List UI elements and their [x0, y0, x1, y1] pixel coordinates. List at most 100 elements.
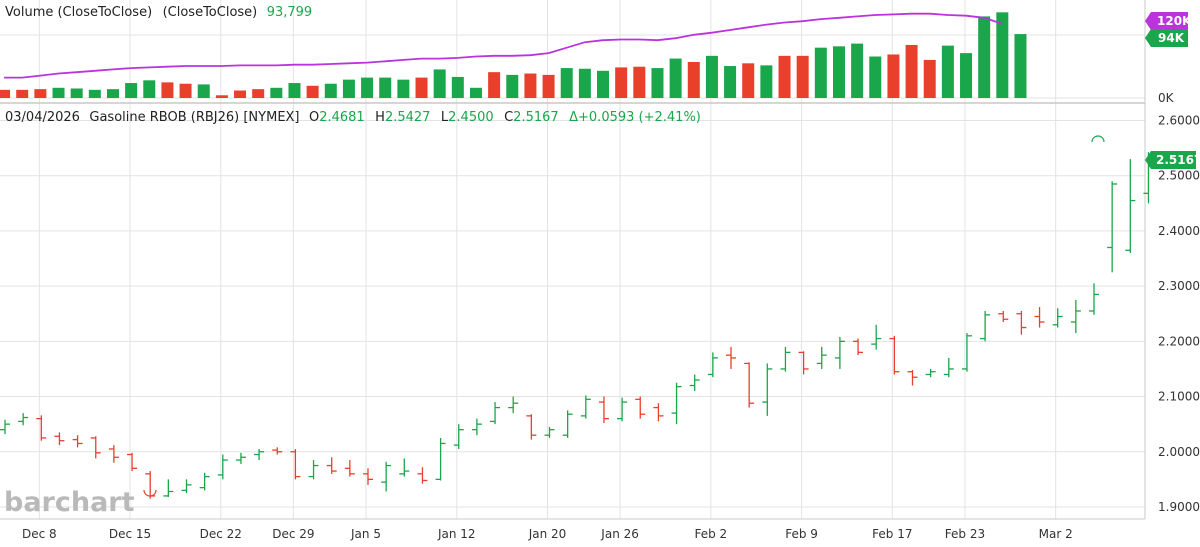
volume-bars — [0, 12, 1027, 98]
ohlc-bar — [943, 357, 954, 378]
ohlc-bar — [1034, 307, 1045, 328]
ohlc-bar — [671, 382, 682, 425]
volume-bar — [433, 69, 446, 98]
close-value: 2.5167 — [513, 110, 559, 125]
date-tick-label: Jan 26 — [600, 527, 639, 541]
volume-bar — [397, 79, 410, 98]
volume-bar — [578, 68, 591, 98]
volume-value: 93,799 — [267, 5, 313, 20]
price-tick-label: 2.0000 — [1158, 445, 1200, 459]
ohlc-bars — [0, 152, 1154, 499]
volume-bar — [796, 55, 809, 98]
date-tick-label: Feb 17 — [872, 527, 912, 541]
low-value: 2.4500 — [448, 110, 494, 125]
ohlc-bar — [72, 435, 83, 448]
volume-ma-label: (CloseToClose) — [163, 5, 258, 20]
ma-badge: 120K — [1145, 12, 1192, 30]
ohlc-bar — [834, 336, 845, 369]
ohlc-bar — [635, 396, 646, 419]
ohlc-bar — [780, 346, 791, 372]
date-tick-label: Mar 2 — [1039, 527, 1073, 541]
ohlc-bar — [816, 346, 827, 369]
ohlc-bar — [453, 424, 464, 449]
date-tick-label: Feb 9 — [785, 527, 818, 541]
volume-bar — [342, 79, 355, 98]
volume-bar — [978, 16, 991, 98]
ohlc-bar — [127, 452, 138, 472]
volume-bar — [34, 89, 47, 98]
ohlc-bar — [544, 426, 555, 438]
ohlc-bar — [108, 445, 119, 463]
volume-bar — [669, 58, 682, 98]
date-tick-label: Jan 5 — [350, 527, 381, 541]
price-tick-label: 2.4000 — [1158, 224, 1200, 238]
price-tick-label: 2.6000 — [1158, 114, 1200, 128]
volume-bar — [451, 76, 464, 98]
volume-bar — [705, 55, 718, 98]
price-tick-label: 2.5000 — [1158, 169, 1200, 183]
volume-bar — [252, 89, 265, 98]
volume-bar — [16, 89, 29, 98]
ohlc-bar — [0, 419, 10, 435]
date-tick-label: Dec 15 — [109, 527, 151, 541]
ohlc-bar — [508, 396, 519, 414]
volume-bar — [215, 95, 228, 98]
volume-bar — [234, 90, 247, 98]
volume-bar — [996, 12, 1009, 98]
ohlc-bar — [726, 346, 736, 369]
ohlc-bar — [163, 479, 174, 498]
ohlc-bar — [471, 418, 482, 436]
ohlc-bar — [54, 432, 65, 446]
ohlc-bar — [998, 310, 1009, 323]
low-label: L — [441, 110, 449, 125]
last-bar-marker-icon — [1091, 135, 1105, 143]
ohlc-bar — [36, 415, 47, 441]
volume-bar — [52, 87, 65, 98]
ohlc-bar — [1107, 181, 1118, 273]
ohlc-bar — [417, 467, 428, 484]
date-tick-label: Dec 29 — [272, 527, 314, 541]
price-tick-label: 2.3000 — [1158, 279, 1200, 293]
open-label: O — [309, 110, 319, 125]
ohlc-bar — [363, 468, 373, 485]
volume-bar — [633, 66, 646, 98]
ohlc-bar — [617, 397, 628, 422]
volume-bar — [869, 56, 882, 98]
volume-bar — [288, 83, 301, 98]
ohlc-bar — [181, 479, 192, 494]
volume-bar — [814, 47, 827, 98]
volume-bar — [106, 89, 119, 98]
volume-bar — [506, 74, 519, 98]
ohlc-bar — [18, 413, 29, 426]
ohlc-bar — [961, 333, 972, 372]
ohlc-bar — [526, 414, 537, 440]
price-tick-label: 2.2000 — [1158, 334, 1200, 348]
volume-badge-text: 94K — [1158, 31, 1185, 45]
change-value: Δ+0.0593 (+2.41%) — [569, 110, 701, 125]
ohlc-bar — [925, 368, 936, 378]
volume-bar — [197, 84, 210, 98]
volume-bar — [923, 59, 936, 98]
volume-bar — [832, 46, 845, 98]
price-tick-label: 1.9000 — [1158, 500, 1200, 514]
volume-bar — [361, 77, 374, 98]
watermark-logo: barchart — [4, 487, 135, 518]
volume-bar — [760, 65, 773, 98]
ohlc-bar — [90, 436, 101, 459]
volume-bar — [560, 68, 573, 98]
price-axis-labels: 1.9000 2.0000 2.1000 2.2000 2.3000 2.4000 2.50… — [1158, 114, 1200, 514]
ohlc-bar — [980, 310, 991, 342]
volume-bar — [524, 73, 537, 98]
volume-bar — [597, 70, 610, 98]
volume-badge: 94K — [1145, 29, 1188, 47]
ohlc-bar — [798, 351, 809, 375]
volume-bar — [905, 44, 918, 98]
volume-bar — [851, 43, 864, 98]
volume-bar — [687, 61, 700, 98]
volume-bar — [960, 53, 973, 98]
ohlc-bar — [689, 374, 700, 392]
ohlc-bar — [199, 472, 210, 491]
volume-bar — [270, 87, 283, 98]
ohlc-bar — [399, 458, 410, 477]
